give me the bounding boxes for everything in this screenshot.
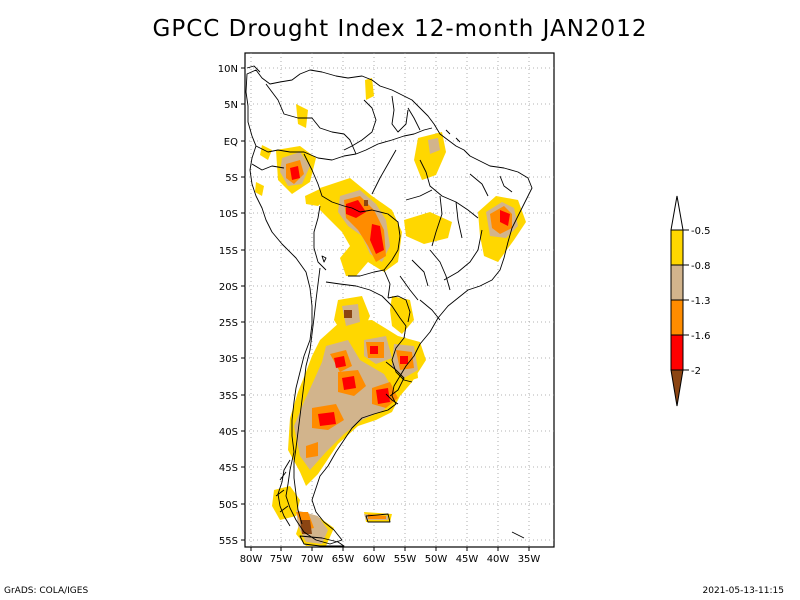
border-venezuela-guyana	[343, 99, 377, 151]
footer-timestamp: 2021-05-13-11:15	[702, 586, 785, 596]
river-la-plata	[385, 393, 399, 405]
lon-label: 75W	[270, 554, 293, 565]
lat-label: 40S	[219, 427, 238, 438]
legend-swatch-extreme	[670, 334, 684, 371]
border-chile-argentina	[293, 267, 321, 525]
coastlines-and-borders	[245, 65, 533, 547]
lat-label: 5N	[224, 100, 238, 111]
lat-label: 55S	[219, 536, 238, 547]
border-guianas	[391, 95, 421, 133]
lat-label: 10S	[219, 209, 238, 220]
tierra-del-fuego	[299, 535, 345, 547]
lon-label: 40W	[487, 554, 510, 565]
lon-label: 60W	[363, 554, 386, 565]
lake-titicaca	[321, 255, 327, 263]
lon-label: 55W	[394, 554, 417, 565]
latitude-labels: 10N 5N EQ 5S 10S 15S 20S 25S 30S 35S 40S…	[218, 64, 238, 547]
legend-label: -1.3	[691, 296, 711, 307]
lat-label: 50S	[219, 500, 238, 511]
lon-label: 50W	[425, 554, 448, 565]
legend-label: -0.8	[691, 261, 711, 272]
legend-swatch-very-severe	[670, 299, 684, 336]
lon-label: 80W	[240, 554, 263, 565]
lat-label: 35S	[219, 391, 238, 402]
lon-label: 45W	[456, 554, 479, 565]
border-peru-brazil	[303, 153, 361, 213]
caribbean-islands	[445, 129, 461, 143]
legend-cap-bottom	[670, 369, 684, 407]
border-brazil-argentina-uruguay	[391, 325, 413, 383]
legend-label: -1.6	[691, 331, 711, 342]
chart-title: GPCC Drought Index 12-month JAN2012	[152, 16, 648, 42]
lon-label: 70W	[301, 554, 324, 565]
lat-label: 20S	[219, 282, 238, 293]
lat-label: 10N	[218, 64, 238, 75]
panama-isthmus	[246, 65, 261, 73]
legend-swatch-moderate	[670, 229, 684, 266]
lat-label: 25S	[219, 318, 238, 329]
lat-label: EQ	[224, 137, 238, 148]
brazil-states	[371, 149, 513, 321]
longitude-labels: 80W 75W 70W 65W 60W 55W 50W 45W 40W 35W	[240, 554, 541, 565]
border-uruguay	[385, 361, 405, 397]
chile-fjords	[275, 459, 291, 527]
south-america-coastline	[245, 69, 533, 545]
color-legend: -0.5 -0.8 -1.3 -1.6 -2	[670, 195, 711, 407]
footer-credit: GrADS: COLA/IGES	[4, 586, 89, 596]
border-bolivia-paraguay	[348, 269, 391, 299]
legend-label: -2	[691, 366, 701, 377]
border-colombia-ecuador-peru	[255, 145, 357, 161]
lat-label: 30S	[219, 354, 238, 365]
lon-label: 65W	[332, 554, 355, 565]
border-colombia-venezuela	[265, 83, 357, 155]
south-georgia-like	[511, 531, 525, 539]
border-brazil-north	[355, 127, 433, 155]
lat-label: 45S	[219, 463, 238, 474]
border-bolivia-brazil	[359, 209, 401, 271]
lat-label: 5S	[225, 173, 238, 184]
axis-ticks	[241, 67, 530, 551]
border-ecuador-peru	[251, 163, 285, 171]
lat-label: 15S	[219, 246, 238, 257]
legend-cap-top	[670, 195, 684, 231]
border-paraguay-brazil	[387, 295, 411, 323]
legend-label: -0.5	[691, 226, 711, 237]
drought-extreme-areas	[290, 166, 510, 426]
border-argentina-bolivia-paraguay	[325, 281, 407, 327]
drought-exceptional-areas	[300, 200, 368, 534]
lon-label: 35W	[518, 554, 541, 565]
falkland-islands	[365, 513, 391, 523]
legend-swatch-severe	[670, 264, 684, 301]
border-peru-bolivia	[313, 205, 327, 271]
